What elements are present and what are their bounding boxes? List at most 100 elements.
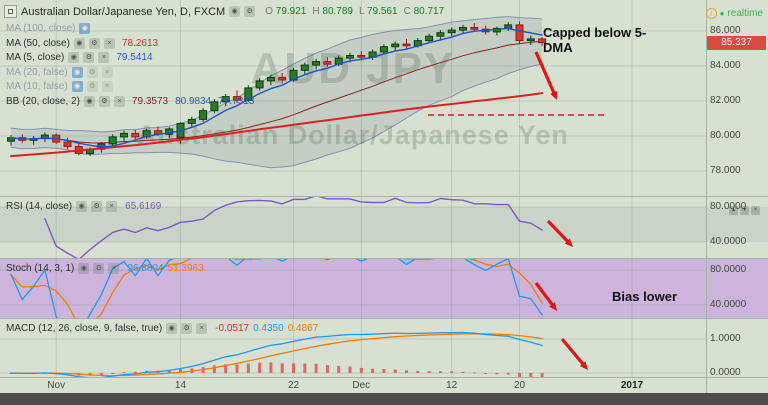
close-icon[interactable]: × [101,66,113,78]
indicator-value: 78.2613 [121,37,159,49]
indicator-label[interactable]: MA (10, false) [6,81,68,93]
indicator-values: -0.0517 0.4350 0.4867 [211,323,318,334]
price-tick-label: 0.0000 [710,367,741,378]
legend-row[interactable]: BB (20, close, 2) ◉ ⚙ × 79.3573 80.9834 77.731… [6,95,254,108]
realtime-dot-icon: ● [719,9,725,18]
indicator-label[interactable]: Stoch (14, 3, 1) [6,263,75,274]
eye-icon[interactable]: ◉ [78,263,90,274]
indicator-value: 79.5414 [116,52,153,64]
pane-separator[interactable] [0,196,768,197]
pane-close-icon[interactable]: × [751,206,760,215]
indicator-label[interactable]: RSI (14, close) [6,201,73,212]
info-icon[interactable]: i [705,8,717,19]
time-tick-label: 12 [446,380,458,391]
gear-icon[interactable]: ⚙ [88,37,100,49]
price-axis[interactable]: 86.000 84.000 82.000 80.000 78.000 80.0000 40.… [706,0,768,393]
window-bottom-bar [0,393,768,405]
annotation-capped-below-5dma[interactable]: Capped below 5-DMA [543,25,647,55]
indicator-label[interactable]: MA (100, close) [6,23,76,34]
time-tick-label: 14 [174,380,187,391]
close-icon[interactable]: × [113,96,125,107]
close-icon[interactable]: × [196,323,208,334]
collapse-glyph [8,9,13,14]
price-tick-label: 78.000 [710,165,741,176]
macd-pane-canvas[interactable] [0,319,706,377]
indicator-value: 51.3963 [167,263,204,274]
indicator-value: 96.8804 [127,263,164,274]
indicator-label[interactable]: BB (20, close, 2) [6,96,80,107]
stoch-pane-canvas[interactable] [0,259,706,319]
indicator-value: -0.0517 [215,323,250,334]
eye-icon[interactable]: ◉ [68,52,80,64]
price-tick-label: 82.000 [710,95,741,106]
eye-icon[interactable]: ◉ [73,37,85,49]
time-axis[interactable]: Nov 14 22 Dec 12 20 2017 [0,377,768,393]
macd-legend[interactable]: MACD (12, 26, close, 9, false, true) ◉ ⚙… [6,322,318,335]
close-icon[interactable]: × [103,37,115,49]
pane-separator[interactable] [0,318,768,319]
pane-down-icon[interactable]: ▾ [740,206,749,215]
time-tick-label: 2017 [620,380,644,391]
rsi-pane-canvas[interactable] [0,197,706,259]
collapse-chart-icon[interactable] [4,5,17,18]
legend-row[interactable]: MA (10, false) ◉ ⚙ × [6,80,113,93]
pane-separator[interactable] [0,258,768,259]
realtime-label: realtime [727,8,763,19]
pane-controls: ▴ ▾ × [729,206,760,215]
time-axis-border [0,377,768,378]
gear-icon[interactable]: ⚙ [181,323,193,334]
gear-icon[interactable]: ⚙ [93,263,105,274]
eye-icon[interactable]: ◉ [166,323,178,334]
indicator-value: 0.4867 [287,323,319,334]
eye-icon[interactable]: ◉ [83,96,95,107]
gear-icon[interactable]: ⚙ [98,96,110,107]
gear-icon[interactable]: ⚙ [83,52,95,64]
symbol-title[interactable]: Australian Dollar/Japanese Yen, D, FXCM [21,5,226,18]
status-cluster: i ● realtime [705,8,763,19]
stoch-pane-background [0,259,768,319]
pane-up-icon[interactable]: ▴ [729,206,738,215]
gear-icon[interactable]: ⚙ [86,81,98,93]
price-tick-label: 1.0000 [710,333,741,344]
time-tick-label: Nov [47,380,66,391]
eye-icon[interactable]: ◉ [76,201,88,212]
legend-row[interactable]: MA (5, close) ◉ ⚙ × 79.5414 [6,51,153,64]
stoch-legend[interactable]: Stoch (14, 3, 1) ◉ ⚙ × 96.8804 51.3963 [6,262,204,275]
gear-icon[interactable]: ⚙ [91,201,103,212]
legend-row[interactable]: MA (50, close) ◉ ⚙ × 78.2613 [6,37,158,50]
gear-icon[interactable]: ⚙ [244,6,256,17]
indicator-values: 65.6169 [121,201,161,212]
last-price-label: 85.337 [707,36,766,50]
indicator-label[interactable]: MA (20, false) [6,66,68,78]
indicator-label[interactable]: MA (5, close) [6,52,65,64]
gear-icon[interactable]: ⚙ [86,66,98,78]
price-tick-label: 80.0000 [710,201,747,212]
ohlc-letter: L [358,6,365,17]
close-icon[interactable]: × [108,263,120,274]
time-tick-label: 22 [287,380,300,391]
close-icon[interactable]: × [106,201,118,212]
rsi-legend[interactable]: RSI (14, close) ◉ ⚙ × 65.6169 [6,200,161,213]
annotation-bias-lower[interactable]: Bias lower [612,289,678,304]
indicator-value: 65.6169 [125,201,162,212]
ohlc-value: 80.789 [322,6,353,17]
indicator-value: 0.4350 [253,323,284,334]
price-tick-label: 86.000 [710,25,741,36]
legend-row[interactable]: MA (100, close) ◉ [6,22,91,35]
ohlc-value: 79.561 [366,6,398,17]
eye-icon[interactable]: ◉ [71,81,83,93]
eye-icon[interactable]: ◉ [79,23,91,34]
symbol-header: Australian Dollar/Japanese Yen, D, FXCM … [4,5,444,18]
close-icon[interactable]: × [98,52,110,64]
legend-row[interactable]: MA (20, false) ◉ ⚙ × [6,66,113,79]
main-pane-canvas[interactable] [0,0,706,197]
ohlc-letter: O [265,6,273,17]
price-tick-label: 84.000 [710,60,741,71]
close-icon[interactable]: × [101,81,113,93]
indicator-label[interactable]: MACD (12, 26, close, 9, false, true) [6,323,163,334]
ohlc-value: 79.921 [275,6,307,17]
eye-icon[interactable]: ◉ [229,6,241,17]
eye-icon[interactable]: ◉ [71,66,83,78]
indicator-label[interactable]: MA (50, close) [6,37,70,49]
price-tick-label: 80.000 [710,130,741,141]
